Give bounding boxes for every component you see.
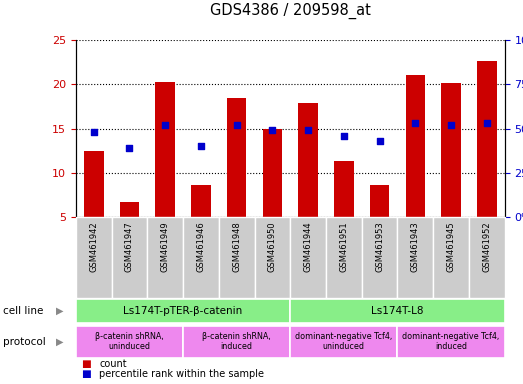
Text: GDS4386 / 209598_at: GDS4386 / 209598_at <box>210 3 371 19</box>
Text: GSM461942: GSM461942 <box>89 221 98 271</box>
Text: ■: ■ <box>81 369 91 379</box>
Bar <box>147 217 183 298</box>
Text: β-catenin shRNA,
induced: β-catenin shRNA, induced <box>202 332 271 351</box>
Text: GSM461943: GSM461943 <box>411 221 420 272</box>
Text: GSM461944: GSM461944 <box>304 221 313 271</box>
Bar <box>326 217 362 298</box>
Bar <box>227 98 246 217</box>
Text: GSM461946: GSM461946 <box>197 221 206 272</box>
Bar <box>219 217 255 298</box>
Bar <box>290 217 326 298</box>
Bar <box>76 326 183 358</box>
Bar <box>120 202 139 217</box>
Bar <box>255 217 290 298</box>
Text: Ls174T-L8: Ls174T-L8 <box>371 306 424 316</box>
Point <box>125 145 133 151</box>
Bar <box>191 185 211 217</box>
Point <box>411 120 419 126</box>
Text: Ls174T-pTER-β-catenin: Ls174T-pTER-β-catenin <box>123 306 243 316</box>
Text: count: count <box>99 359 127 369</box>
Point <box>339 132 348 139</box>
Bar <box>183 326 290 358</box>
Bar <box>370 185 390 217</box>
Point <box>161 122 169 128</box>
Bar <box>111 217 147 298</box>
Text: β-catenin shRNA,
uninduced: β-catenin shRNA, uninduced <box>95 332 164 351</box>
Bar <box>155 82 175 217</box>
Text: GSM461947: GSM461947 <box>125 221 134 272</box>
Point <box>447 122 455 128</box>
Point <box>304 127 312 134</box>
Text: protocol: protocol <box>3 337 46 347</box>
Text: cell line: cell line <box>3 306 43 316</box>
Bar <box>362 217 397 298</box>
Bar <box>477 61 497 217</box>
Text: percentile rank within the sample: percentile rank within the sample <box>99 369 264 379</box>
Bar <box>397 326 505 358</box>
Text: dominant-negative Tcf4,
uninduced: dominant-negative Tcf4, uninduced <box>295 332 392 351</box>
Text: GSM461952: GSM461952 <box>482 221 491 271</box>
Bar <box>290 299 505 323</box>
Text: GSM461949: GSM461949 <box>161 221 169 271</box>
Bar <box>397 217 433 298</box>
Bar <box>76 217 111 298</box>
Point <box>197 143 205 149</box>
Text: GSM461945: GSM461945 <box>447 221 456 271</box>
Text: GSM461951: GSM461951 <box>339 221 348 271</box>
Text: ▶: ▶ <box>56 337 64 347</box>
Bar <box>469 217 505 298</box>
Point <box>232 122 241 128</box>
Text: GSM461948: GSM461948 <box>232 221 241 272</box>
Text: GSM461950: GSM461950 <box>268 221 277 271</box>
Point <box>89 129 98 135</box>
Bar <box>405 75 425 217</box>
Text: GSM461953: GSM461953 <box>375 221 384 272</box>
Text: ▶: ▶ <box>56 306 64 316</box>
Bar <box>183 217 219 298</box>
Text: dominant-negative Tcf4,
induced: dominant-negative Tcf4, induced <box>403 332 499 351</box>
Point <box>483 120 491 126</box>
Point <box>268 127 277 134</box>
Bar <box>441 83 461 217</box>
Bar <box>334 161 354 217</box>
Bar <box>298 103 318 217</box>
Point <box>376 138 384 144</box>
Bar <box>263 129 282 217</box>
Bar <box>76 299 290 323</box>
Bar <box>84 151 104 217</box>
Bar <box>290 326 397 358</box>
Bar <box>433 217 469 298</box>
Text: ■: ■ <box>81 359 91 369</box>
